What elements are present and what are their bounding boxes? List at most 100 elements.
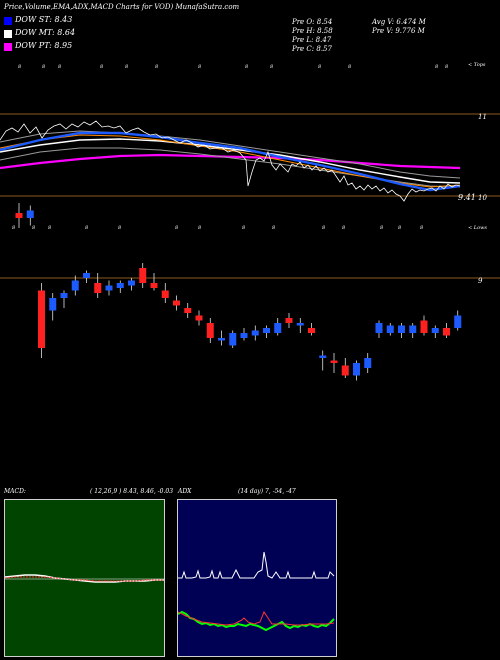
ema-pt-line	[0, 153, 461, 170]
candle-down	[420, 320, 428, 333]
candle-up	[251, 330, 259, 336]
candle-down	[139, 268, 147, 283]
tops-tag: < Tops	[468, 62, 486, 68]
svg-text:8: 8	[435, 64, 438, 70]
legend-swatch-mt	[4, 30, 12, 38]
candle-down	[161, 290, 169, 298]
svg-text:8: 8	[198, 64, 201, 70]
candle-down	[330, 360, 338, 363]
chart-title: Price,Volume,EMA,ADX,MACD Charts for VOD…	[4, 3, 240, 11]
candle-down	[173, 300, 180, 306]
candle-up	[26, 210, 34, 218]
candle-up	[116, 283, 124, 288]
top-level-label-lower: 10	[478, 194, 487, 202]
candle-down	[15, 213, 23, 218]
candle-down	[195, 315, 203, 321]
candle-down	[184, 308, 192, 313]
adx-plot	[178, 551, 335, 632]
price-close-line	[0, 120, 461, 202]
adx-label: ADX	[178, 488, 192, 495]
candle-down	[443, 328, 450, 336]
legend-swatch-pt	[4, 43, 12, 51]
candle-down	[206, 323, 214, 338]
candle-down	[341, 365, 349, 376]
svg-text:8: 8	[272, 225, 275, 231]
candlesticks	[15, 203, 462, 381]
svg-text:8: 8	[245, 64, 248, 70]
candle-up	[454, 315, 462, 328]
svg-text:8: 8	[100, 64, 103, 70]
candle-up	[71, 280, 79, 291]
adx-minus-di-line	[178, 610, 335, 626]
candle-up	[274, 323, 282, 333]
macd-signal-line	[5, 576, 164, 582]
candle-up	[60, 293, 68, 298]
svg-text:8: 8	[322, 225, 325, 231]
prev-open: Pre O: 8.54	[292, 18, 333, 26]
candle-up	[105, 285, 113, 291]
adx-plus-di-line	[178, 610, 335, 632]
candle-up	[218, 338, 225, 341]
legend-label-st: DOW ST: 8.43	[15, 15, 73, 24]
lows-tag: < Lows	[468, 225, 487, 231]
legend-swatch-st	[4, 17, 12, 25]
svg-text:8: 8	[18, 64, 21, 70]
tops-markers: 8 8 8 8 8 8 8 8 8 8 8 8 8	[18, 64, 448, 70]
candle-up	[319, 355, 327, 358]
svg-text:8: 8	[348, 64, 351, 70]
lows-markers: 8 8 8 8 8 8 8 8 8 8 8 8 8 8	[12, 225, 423, 231]
svg-text:8: 8	[398, 225, 401, 231]
svg-text:8: 8	[58, 64, 61, 70]
svg-text:8: 8	[155, 64, 158, 70]
svg-text:8: 8	[198, 225, 201, 231]
svg-text:8: 8	[175, 225, 178, 231]
macd-panel	[4, 499, 165, 657]
ema-band-lower	[0, 147, 461, 188]
svg-text:8: 8	[270, 64, 273, 70]
adx-panel	[177, 499, 337, 657]
candle-up	[296, 323, 304, 326]
svg-text:8: 8	[445, 64, 448, 70]
candle-up	[353, 363, 360, 376]
macd-plot	[5, 574, 164, 583]
candle-down	[38, 290, 45, 348]
candle-up	[229, 333, 237, 346]
svg-text:8: 8	[125, 64, 128, 70]
svg-text:8: 8	[318, 64, 321, 70]
candle-down	[285, 318, 293, 323]
prev-low: Pre L: 8.47	[292, 36, 332, 44]
candle-up	[364, 358, 372, 368]
adx-values: (14 day) 7, -54, -47	[238, 488, 296, 495]
candle-up	[375, 323, 383, 333]
candle-up	[49, 298, 57, 311]
candle-down	[308, 328, 315, 333]
svg-text:8: 8	[12, 225, 15, 231]
avg-volume: Avg V: 6.474 M	[372, 18, 426, 26]
ema-band-upper	[0, 130, 461, 179]
svg-text:8: 8	[342, 225, 345, 231]
candle-down	[150, 283, 158, 288]
candle-up	[431, 328, 439, 333]
top-level-label-upper: 11	[478, 113, 487, 121]
candle-up	[83, 273, 90, 278]
macd-values: ( 12,26,9 ) 8.43, 8.46, -0.03	[90, 488, 174, 495]
candle-level-label: 9	[478, 277, 483, 285]
candle-up	[128, 280, 135, 286]
prev-high: Pre H: 8.58	[292, 27, 333, 35]
svg-text:8: 8	[380, 225, 383, 231]
macd-label: MACD:	[4, 488, 26, 495]
adx-line	[178, 551, 335, 579]
svg-text:8: 8	[85, 225, 88, 231]
svg-text:8: 8	[420, 225, 423, 231]
prev-close: Pre C: 8.57	[292, 45, 332, 53]
candle-up	[386, 325, 394, 333]
legend-label-mt: DOW MT: 8.64	[15, 28, 76, 37]
prev-volume: Pre V: 9.776 M	[372, 27, 425, 35]
ema-mt-line	[0, 138, 461, 184]
svg-text:8: 8	[42, 64, 45, 70]
svg-text:8: 8	[32, 225, 35, 231]
svg-text:8: 8	[48, 225, 51, 231]
svg-text:8: 8	[118, 225, 121, 231]
candle-up	[263, 328, 270, 333]
